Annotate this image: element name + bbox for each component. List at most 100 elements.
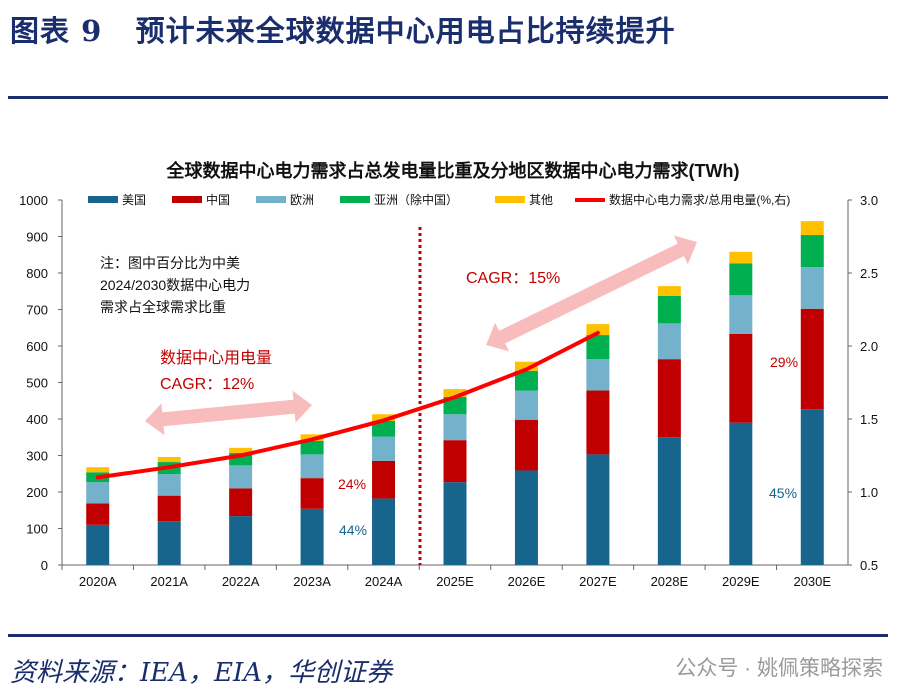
- bar-segment: [729, 263, 753, 296]
- y-tick-label: 900: [26, 230, 48, 245]
- y2-tick-label: 2.5: [860, 266, 878, 281]
- bar-segment: [229, 447, 253, 453]
- bar-segment: [157, 495, 181, 522]
- bar-segment: [229, 465, 253, 489]
- bar-segment: [372, 420, 396, 437]
- cagr2-value: CAGR：15%: [466, 270, 560, 287]
- cagr1-label: 数据中心用电量: [160, 349, 272, 367]
- bar-segment: [300, 440, 324, 455]
- bar-segment: [157, 521, 181, 565]
- bar-segment: [657, 323, 681, 360]
- arrow-shape: [486, 235, 698, 352]
- top-rule: [8, 96, 888, 99]
- us-2024-share: 44%: [339, 522, 367, 538]
- x-tick-label: 2020A: [79, 574, 117, 589]
- x-tick-label: 2024A: [365, 574, 403, 589]
- bar-segment: [443, 440, 467, 483]
- bar-segment: [586, 335, 610, 360]
- legend-label: 中国: [206, 192, 230, 207]
- legend-label: 其他: [529, 193, 553, 207]
- bar-segment: [514, 361, 538, 371]
- y-tick-label: 600: [26, 339, 48, 354]
- bar-segment: [586, 390, 610, 455]
- bar-segment: [372, 414, 396, 421]
- cagr1-value: CAGR：12%: [160, 376, 254, 393]
- bar-segment: [586, 359, 610, 391]
- legend-swatch: [340, 196, 370, 203]
- cagr1-arrow: [145, 390, 312, 436]
- legend-swatch: [256, 196, 286, 203]
- bar-segment: [514, 470, 538, 565]
- chart-title: 全球数据中心电力需求占总发电量比重及分地区数据中心电力需求(TWh): [166, 160, 740, 181]
- bar-segment: [514, 390, 538, 420]
- y-tick-label: 100: [26, 522, 48, 537]
- x-tick-label: 2025E: [436, 574, 474, 589]
- bar-segment: [729, 251, 753, 264]
- note-text: 2024/2030数据中心电力: [100, 277, 250, 293]
- bar-segment: [657, 437, 681, 565]
- bar-segment: [514, 419, 538, 471]
- x-tick-label: 2021A: [150, 574, 188, 589]
- bar-segment: [86, 503, 110, 525]
- x-tick-label: 2022A: [222, 574, 260, 589]
- bar-segment: [300, 454, 324, 479]
- y-tick-label: 1000: [19, 193, 48, 208]
- x-tick-label: 2029E: [722, 574, 760, 589]
- y-tick-label: 400: [26, 412, 48, 427]
- bar-segment: [372, 498, 396, 565]
- bar-segment: [800, 267, 824, 309]
- source-note: 资料来源：IEA，EIA，华创证券: [10, 658, 393, 688]
- bar-segment: [586, 324, 610, 336]
- bar-segment: [657, 295, 681, 324]
- bar-segment: [86, 524, 110, 565]
- legend-label: 数据中心电力需求/总用电量(%,右): [609, 192, 790, 207]
- share-line: [95, 330, 600, 480]
- legend-swatch: [172, 196, 202, 203]
- x-tick-label: 2030E: [793, 574, 831, 589]
- x-tick-label: 2026E: [508, 574, 546, 589]
- bar-segment: [800, 409, 824, 565]
- x-tick-label: 2028E: [651, 574, 689, 589]
- bar-segment: [229, 516, 253, 565]
- legend-swatch: [88, 196, 118, 203]
- bottom-rule: [8, 634, 888, 637]
- bar-segment: [800, 308, 824, 410]
- y-tick-label: 0: [41, 558, 48, 573]
- cagr2-arrow: [486, 235, 698, 352]
- bar-segment: [300, 478, 324, 509]
- legend-label: 亚洲（除中国）: [374, 192, 458, 207]
- y-tick-label: 300: [26, 449, 48, 464]
- bar-segment: [657, 359, 681, 438]
- bar-segment: [86, 467, 110, 473]
- y2-tick-label: 3.0: [860, 193, 878, 208]
- y-tick-label: 800: [26, 266, 48, 281]
- china-2030-share: 29%: [770, 354, 798, 370]
- note-text: 注：图中百分比为中美: [100, 255, 240, 271]
- bar-segment: [157, 456, 181, 463]
- figure-title: 图表 9 预计未来全球数据中心用电占比持续提升: [10, 14, 676, 48]
- watermark: 公众号 · 姚佩策略探索: [675, 657, 883, 680]
- bar-segment: [514, 370, 538, 391]
- y2-tick-label: 1.0: [860, 485, 878, 500]
- y-tick-label: 700: [26, 303, 48, 318]
- bar-segment: [800, 235, 824, 268]
- bar-segment: [229, 488, 253, 517]
- y2-tick-label: 0.5: [860, 558, 878, 573]
- bar-segment: [300, 508, 324, 565]
- bar-segment: [586, 454, 610, 565]
- bar-segment: [729, 422, 753, 565]
- legend-swatch: [495, 196, 525, 203]
- x-tick-label: 2023A: [293, 574, 331, 589]
- x-tick-label: 2027E: [579, 574, 617, 589]
- bar-segment: [729, 295, 753, 334]
- bar-segment: [800, 221, 824, 236]
- bar-segment: [86, 482, 110, 504]
- china-2024-share: 24%: [338, 476, 366, 492]
- us-2030-share: 45%: [769, 485, 797, 501]
- bar-segment: [443, 414, 467, 441]
- y-tick-label: 500: [26, 376, 48, 391]
- bar-segment: [372, 436, 396, 461]
- bar-segment: [657, 286, 681, 296]
- arrow-shape: [145, 390, 312, 436]
